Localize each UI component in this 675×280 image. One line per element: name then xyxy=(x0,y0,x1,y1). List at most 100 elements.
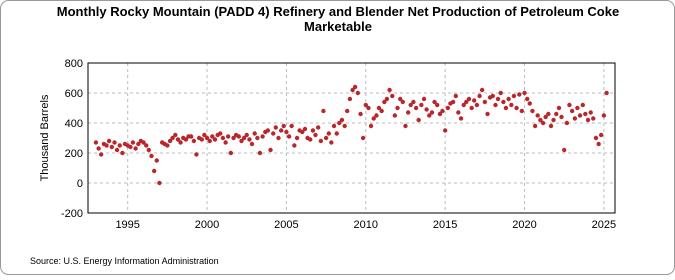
point xyxy=(548,123,554,129)
point xyxy=(517,92,522,97)
point xyxy=(154,158,159,163)
point xyxy=(255,135,260,141)
point xyxy=(146,147,151,153)
point xyxy=(588,110,593,115)
point xyxy=(273,125,278,130)
y-tick-label: 0 xyxy=(77,178,83,190)
point xyxy=(173,132,178,138)
y-tick-label: 600 xyxy=(65,88,83,100)
point xyxy=(358,111,363,117)
x-tick-label: 2000 xyxy=(195,219,219,231)
point xyxy=(165,143,170,148)
point xyxy=(247,137,252,142)
y-tick-label: -200 xyxy=(61,208,83,220)
point xyxy=(511,93,517,99)
point xyxy=(374,113,379,118)
point xyxy=(598,132,604,138)
point xyxy=(157,180,162,186)
point xyxy=(188,134,194,139)
point xyxy=(249,141,255,147)
point xyxy=(321,108,326,114)
point xyxy=(363,102,368,108)
point xyxy=(461,102,466,108)
point xyxy=(114,147,120,153)
y-tick-label: 800 xyxy=(65,58,83,70)
point xyxy=(382,99,387,105)
x-tick-label: 2025 xyxy=(592,219,616,231)
point xyxy=(302,126,308,132)
point xyxy=(194,152,199,157)
point xyxy=(376,105,382,111)
point xyxy=(458,116,464,121)
point xyxy=(419,102,424,108)
point xyxy=(106,138,112,144)
point xyxy=(175,137,181,142)
point xyxy=(178,140,183,145)
point xyxy=(413,105,419,111)
point xyxy=(593,135,599,141)
point xyxy=(352,84,358,90)
point xyxy=(136,141,141,147)
point xyxy=(98,152,104,157)
point xyxy=(604,90,609,96)
point xyxy=(109,144,115,150)
point xyxy=(453,93,458,99)
point xyxy=(318,138,324,144)
point xyxy=(477,93,482,99)
point xyxy=(384,96,390,102)
point xyxy=(252,131,257,136)
point xyxy=(387,87,392,93)
point xyxy=(329,140,334,145)
point xyxy=(117,143,122,148)
point xyxy=(562,147,567,153)
point xyxy=(546,111,551,117)
point xyxy=(445,105,451,111)
point xyxy=(218,131,223,136)
point xyxy=(506,96,511,102)
point xyxy=(435,102,440,108)
point xyxy=(144,143,149,148)
point xyxy=(472,98,477,103)
point xyxy=(141,140,146,145)
point xyxy=(339,117,345,123)
point xyxy=(580,102,585,108)
point xyxy=(326,131,332,136)
point xyxy=(572,116,578,121)
point xyxy=(199,137,205,142)
point xyxy=(498,90,503,96)
point xyxy=(416,117,421,123)
point xyxy=(294,135,300,141)
point xyxy=(591,116,596,121)
point xyxy=(405,110,411,115)
point xyxy=(93,140,99,145)
point xyxy=(503,105,509,111)
point xyxy=(556,105,562,111)
point xyxy=(345,108,350,114)
point xyxy=(220,135,226,141)
point xyxy=(300,129,305,135)
point xyxy=(567,102,572,108)
point xyxy=(331,123,337,129)
point xyxy=(366,105,371,111)
point xyxy=(281,123,286,129)
point xyxy=(456,110,461,115)
point xyxy=(210,134,215,139)
point xyxy=(583,111,588,117)
point xyxy=(442,128,448,133)
point xyxy=(260,134,265,139)
point xyxy=(495,96,501,102)
point xyxy=(551,117,556,123)
point xyxy=(530,108,535,114)
point xyxy=(421,96,427,102)
point xyxy=(464,99,469,105)
point xyxy=(191,138,197,144)
point xyxy=(379,108,384,114)
point xyxy=(130,140,136,145)
point xyxy=(437,111,443,117)
x-tick-label: 2005 xyxy=(274,219,298,231)
point xyxy=(308,137,313,142)
point xyxy=(532,123,538,129)
point xyxy=(202,132,207,138)
point xyxy=(149,153,154,159)
